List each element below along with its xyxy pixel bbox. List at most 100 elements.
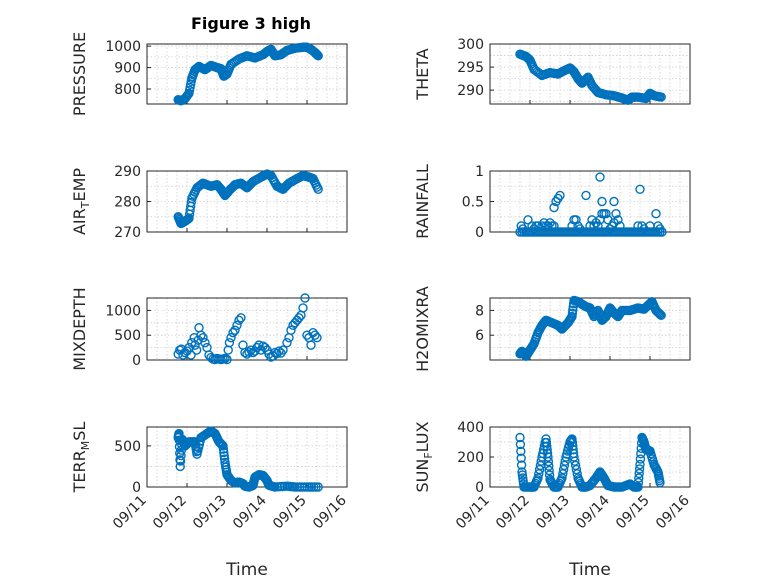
data-point bbox=[615, 221, 625, 231]
data-point bbox=[313, 184, 323, 195]
data-point bbox=[186, 197, 196, 208]
data-point bbox=[567, 434, 577, 444]
data-point bbox=[306, 340, 316, 350]
x-tick-label: 09/11 bbox=[110, 493, 150, 533]
data-point bbox=[656, 310, 666, 321]
data-point bbox=[274, 346, 284, 356]
data-point bbox=[543, 452, 553, 462]
data-point bbox=[282, 337, 292, 348]
data-series-sun_flux bbox=[515, 432, 665, 492]
y-axis-label: PRESSURE bbox=[70, 32, 89, 116]
data-point bbox=[655, 309, 665, 320]
subplot-air_temp: 270 280 290 AIRTEMP bbox=[70, 164, 348, 241]
y-axis-label: RAINFALL bbox=[413, 164, 432, 239]
data-point bbox=[541, 437, 552, 448]
x-tick-label: 09/13 bbox=[190, 493, 230, 533]
y-axis-label: TERRMSL bbox=[70, 422, 92, 494]
data-point bbox=[278, 345, 288, 355]
data-point bbox=[601, 208, 611, 219]
data-point bbox=[611, 208, 621, 219]
data-point bbox=[597, 196, 607, 207]
data-point bbox=[516, 453, 526, 463]
y-tick-label: 0 bbox=[475, 480, 484, 496]
y-tick-label: 295 bbox=[457, 60, 484, 76]
data-point bbox=[653, 307, 663, 318]
data-point bbox=[312, 332, 322, 343]
data-point bbox=[568, 445, 578, 455]
axes-border bbox=[146, 43, 348, 105]
data-point bbox=[313, 51, 323, 61]
data-series-air_temp bbox=[173, 169, 323, 229]
data-point bbox=[254, 340, 264, 350]
x-tick-label: 09/14 bbox=[573, 492, 613, 532]
x-tick-label: 09/14 bbox=[230, 492, 270, 532]
data-point bbox=[633, 482, 643, 492]
data-point bbox=[230, 325, 240, 335]
data-point bbox=[571, 215, 581, 225]
data-point bbox=[198, 332, 208, 343]
y-axis-label: H2OMIXRA bbox=[413, 286, 432, 372]
axes-border bbox=[146, 297, 348, 361]
data-point bbox=[655, 224, 665, 234]
data-point bbox=[581, 190, 591, 201]
data-point bbox=[191, 345, 202, 355]
subplot-h2omixra: 6 8 H2OMIXRA bbox=[413, 286, 691, 372]
figure-title: Figure 3 high bbox=[191, 14, 311, 33]
data-series-rainfall bbox=[515, 172, 667, 237]
y-tick-label: 0.5 bbox=[462, 195, 484, 211]
data-point bbox=[567, 311, 577, 322]
y-tick-label: 1000 bbox=[105, 39, 141, 55]
data-point bbox=[567, 437, 578, 448]
data-point bbox=[609, 196, 619, 207]
y-tick-label: 0 bbox=[132, 353, 141, 369]
axes-border bbox=[489, 297, 691, 361]
data-series-h2omixra bbox=[515, 295, 666, 361]
y-tick-label: 500 bbox=[114, 439, 141, 455]
subplot-mixdepth: 0 500 1000 MIXDEPTH bbox=[70, 287, 348, 371]
data-series-pressure bbox=[173, 42, 323, 106]
data-point bbox=[246, 345, 256, 355]
y-axis-label: SUNFLUX bbox=[413, 421, 435, 492]
data-point bbox=[555, 190, 565, 201]
x-axis-label: Time bbox=[225, 560, 268, 580]
x-tick-label: 09/13 bbox=[533, 493, 573, 533]
data-point bbox=[655, 477, 665, 488]
data-point bbox=[595, 172, 605, 182]
data-point bbox=[176, 450, 186, 461]
y-tick-label: 8 bbox=[475, 303, 484, 319]
data-point bbox=[298, 303, 308, 313]
data-point bbox=[196, 330, 206, 340]
data-point bbox=[635, 184, 645, 195]
x-tick-label: 09/16 bbox=[310, 492, 350, 532]
data-point bbox=[224, 337, 235, 348]
data-point bbox=[175, 461, 185, 472]
x-tick-label: 09/15 bbox=[613, 493, 653, 533]
y-tick-label: 0 bbox=[475, 225, 484, 241]
data-series-terr_msl bbox=[173, 426, 323, 492]
data-point bbox=[634, 468, 644, 479]
y-tick-label: 280 bbox=[114, 195, 141, 211]
data-point bbox=[593, 221, 603, 231]
subplot-terr_msl: 0 500 09/11 09/12 09/13 09/14 09/15 09/16 Time TE… bbox=[70, 422, 350, 580]
data-point bbox=[515, 439, 526, 450]
data-point bbox=[236, 313, 246, 323]
y-tick-label: 270 bbox=[114, 225, 141, 241]
data-point bbox=[518, 224, 528, 234]
y-tick-label: 0 bbox=[132, 480, 141, 496]
data-point bbox=[515, 432, 525, 443]
data-point bbox=[567, 308, 578, 319]
data-point bbox=[656, 92, 666, 102]
data-point bbox=[175, 345, 185, 355]
data-point bbox=[516, 446, 526, 456]
data-point bbox=[215, 438, 226, 449]
data-point bbox=[575, 224, 585, 234]
y-tick-label: 900 bbox=[114, 61, 141, 77]
y-axis-label: AIRTEMP bbox=[70, 168, 92, 235]
data-point bbox=[190, 340, 200, 350]
data-point bbox=[219, 451, 229, 461]
data-point bbox=[294, 313, 304, 323]
x-tick-label: 09/16 bbox=[653, 492, 693, 532]
subplot-pressure: 800 900 1000 PRESSURE bbox=[70, 32, 348, 116]
data-series-theta bbox=[515, 49, 666, 106]
subplot-sun_flux: 0 200 400 09/11 09/12 09/13 09/14 09/15 09/16 Tim… bbox=[413, 420, 693, 580]
